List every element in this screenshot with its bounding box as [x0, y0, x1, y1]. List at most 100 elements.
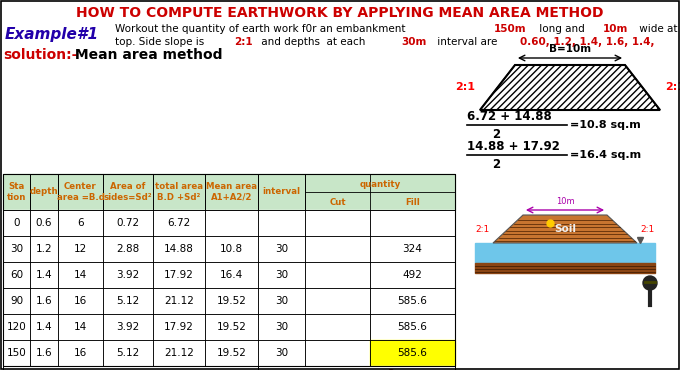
Bar — [58, 210, 103, 236]
Text: 0.72: 0.72 — [116, 218, 139, 228]
Bar — [30, 174, 58, 210]
Bar — [3, 174, 455, 366]
Bar — [153, 262, 205, 288]
Text: 3.92: 3.92 — [116, 270, 139, 280]
Bar — [305, 174, 455, 210]
Bar — [258, 366, 455, 370]
Text: Area of
sides=Sd²: Area of sides=Sd² — [103, 182, 152, 202]
Bar — [30, 340, 58, 366]
Text: Sta
tion: Sta tion — [7, 182, 27, 202]
Text: 492: 492 — [403, 270, 422, 280]
Text: .: . — [4, 368, 7, 370]
Text: 2:1: 2:1 — [640, 225, 654, 233]
Bar — [30, 262, 58, 288]
Text: 16: 16 — [74, 296, 87, 306]
Text: HOW TO COMPUTE EARTHWORK BY APPLYING MEAN AREA METHOD: HOW TO COMPUTE EARTHWORK BY APPLYING MEA… — [76, 6, 604, 20]
Text: Workout the quantity of earth work f0r an embankment: Workout the quantity of earth work f0r a… — [115, 24, 409, 34]
Bar — [153, 174, 205, 210]
Text: 6.72: 6.72 — [167, 218, 190, 228]
Text: Mean area
A1+A2/2: Mean area A1+A2/2 — [206, 182, 257, 202]
Bar — [153, 210, 205, 236]
Text: 2: 2 — [492, 128, 500, 141]
Text: =16.4 sq.m: =16.4 sq.m — [570, 150, 641, 160]
Bar — [3, 236, 30, 262]
Text: solution:-: solution:- — [3, 48, 78, 62]
Text: interval: interval — [262, 188, 301, 196]
Bar — [305, 314, 370, 340]
Text: 1.4: 1.4 — [35, 270, 52, 280]
Text: B=10m: B=10m — [549, 44, 591, 54]
Text: long and: long and — [536, 24, 588, 34]
Bar — [205, 210, 258, 236]
Bar — [30, 210, 58, 236]
Bar — [370, 262, 455, 288]
Text: 6.72 + 14.88: 6.72 + 14.88 — [467, 111, 551, 124]
Bar — [205, 174, 258, 210]
Text: Example#1: Example#1 — [5, 27, 99, 43]
Bar — [258, 210, 305, 236]
Bar — [258, 174, 305, 210]
Text: 90: 90 — [10, 296, 23, 306]
Text: 2:1: 2:1 — [665, 83, 680, 92]
Bar — [3, 174, 30, 210]
Bar — [153, 340, 205, 366]
Text: Center
area =B.d: Center area =B.d — [56, 182, 105, 202]
Text: 30: 30 — [275, 348, 288, 358]
Bar — [153, 236, 205, 262]
Bar — [370, 340, 455, 366]
Text: 14.88: 14.88 — [164, 244, 194, 254]
Bar — [258, 262, 305, 288]
Polygon shape — [480, 65, 660, 110]
Text: Soil: Soil — [554, 224, 576, 234]
Text: 14.88 + 17.92: 14.88 + 17.92 — [467, 141, 560, 154]
Bar — [3, 340, 30, 366]
Bar — [205, 288, 258, 314]
Text: 5.12: 5.12 — [116, 348, 139, 358]
Text: 1.4: 1.4 — [35, 322, 52, 332]
Bar — [153, 288, 205, 314]
Bar — [370, 210, 455, 236]
Text: 2:1: 2:1 — [476, 225, 490, 233]
Text: 19.52: 19.52 — [216, 322, 246, 332]
Bar — [305, 210, 370, 236]
Text: interval are: interval are — [434, 37, 500, 47]
Bar — [305, 340, 370, 366]
Text: 30m: 30m — [401, 37, 426, 47]
Text: 1.2: 1.2 — [35, 244, 52, 254]
Text: 2572.8: 2572.8 — [311, 369, 381, 370]
Text: 5.12: 5.12 — [116, 296, 139, 306]
Bar — [3, 210, 30, 236]
Bar — [475, 243, 655, 263]
Text: 150: 150 — [7, 348, 27, 358]
Polygon shape — [493, 215, 637, 243]
Bar — [58, 236, 103, 262]
Text: and depths  at each: and depths at each — [258, 37, 369, 47]
Bar — [103, 236, 153, 262]
Text: 3.92: 3.92 — [116, 322, 139, 332]
Text: 30: 30 — [275, 296, 288, 306]
Text: total area
B.D +Sd²: total area B.D +Sd² — [155, 182, 203, 202]
Bar — [305, 236, 370, 262]
Text: 0.6: 0.6 — [36, 218, 52, 228]
Text: 10m: 10m — [556, 197, 575, 206]
Text: 150m: 150m — [494, 24, 526, 34]
Bar — [103, 262, 153, 288]
Text: 324: 324 — [403, 244, 422, 254]
Text: 14: 14 — [74, 270, 87, 280]
Bar — [258, 236, 305, 262]
Text: 30: 30 — [275, 322, 288, 332]
Text: 14: 14 — [74, 322, 87, 332]
Bar — [370, 314, 455, 340]
Text: =10.8 sq.m: =10.8 sq.m — [570, 120, 641, 130]
Text: 17.92: 17.92 — [164, 322, 194, 332]
Bar — [205, 236, 258, 262]
Circle shape — [643, 276, 657, 290]
Text: 1.6: 1.6 — [35, 348, 52, 358]
Text: 585.6: 585.6 — [398, 296, 428, 306]
Text: Cut: Cut — [329, 198, 346, 206]
Bar — [3, 262, 30, 288]
Text: 10.8: 10.8 — [220, 244, 243, 254]
Bar — [205, 340, 258, 366]
Text: 2.88: 2.88 — [116, 244, 139, 254]
Bar — [58, 314, 103, 340]
